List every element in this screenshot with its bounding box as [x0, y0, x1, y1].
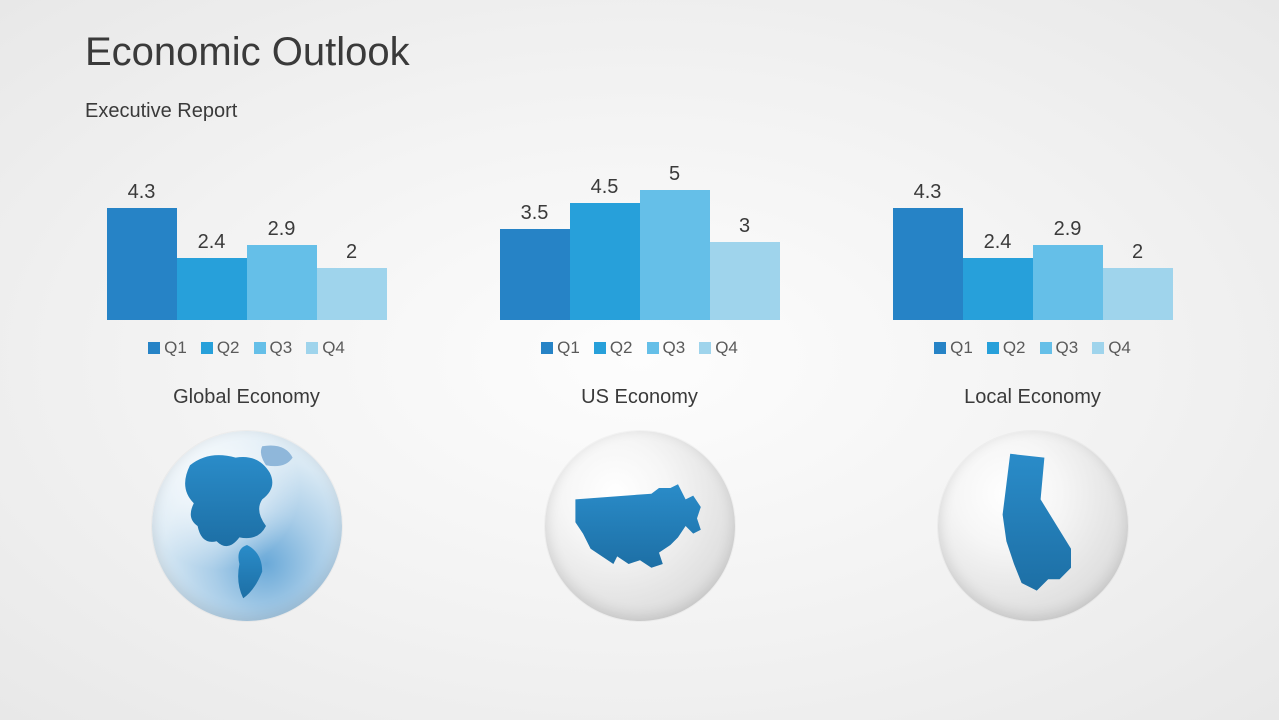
bar-value-label: 4.3 [914, 181, 942, 204]
bar-value-label: 3 [739, 215, 750, 238]
sphere-global [152, 431, 342, 621]
bar-value-label: 2.9 [268, 218, 296, 241]
bar-value-label: 2 [346, 241, 357, 264]
panel-label-us: US Economy [581, 386, 698, 409]
legend-item-q3: Q3 [254, 338, 293, 358]
bar-q4: 2 [1103, 160, 1173, 320]
bar-rect [500, 229, 570, 320]
bar-rect [963, 258, 1033, 320]
legend-item-q1: Q1 [541, 338, 580, 358]
legend-item-q4: Q4 [699, 338, 738, 358]
bar-value-label: 3.5 [521, 202, 549, 225]
legend-item-q1: Q1 [148, 338, 187, 358]
legend-item-q2: Q2 [594, 338, 633, 358]
bar-rect [107, 208, 177, 320]
panel-us: 3.5 4.5 5 3 Q1 Q2 Q3 Q [470, 160, 810, 621]
bar-q1: 4.3 [107, 160, 177, 320]
page-title: Economic Outlook [85, 30, 410, 75]
bar-q1: 3.5 [500, 160, 570, 320]
legend-global: Q1 Q2 Q3 Q4 [148, 338, 345, 358]
chart-us: 3.5 4.5 5 3 [490, 160, 790, 320]
sphere-local [938, 431, 1128, 621]
bar-q2: 4.5 [570, 160, 640, 320]
legend-item-q4: Q4 [306, 338, 345, 358]
legend-item-q3: Q3 [1040, 338, 1079, 358]
legend-item-q1: Q1 [934, 338, 973, 358]
bar-q3: 2.9 [247, 160, 317, 320]
legend-local: Q1 Q2 Q3 Q4 [934, 338, 1131, 358]
bar-rect [1103, 268, 1173, 320]
bar-rect [177, 258, 247, 320]
bar-rect [1033, 245, 1103, 320]
panel-local: 4.3 2.4 2.9 2 Q1 Q2 Q3 [863, 160, 1203, 621]
legend-item-q3: Q3 [647, 338, 686, 358]
bar-q3: 2.9 [1033, 160, 1103, 320]
bar-value-label: 2.4 [198, 231, 226, 254]
bar-rect [893, 208, 963, 320]
page-subtitle: Executive Report [85, 100, 237, 123]
bar-value-label: 4.5 [591, 176, 619, 199]
bar-q4: 2 [317, 160, 387, 320]
bar-value-label: 2 [1132, 241, 1143, 264]
globe-icon [152, 431, 342, 621]
panel-global: 4.3 2.4 2.9 2 Q1 Q2 Q3 [77, 160, 417, 621]
bar-rect [640, 190, 710, 320]
panels-row: 4.3 2.4 2.9 2 Q1 Q2 Q3 [0, 160, 1279, 621]
legend-item-q4: Q4 [1092, 338, 1131, 358]
chart-global: 4.3 2.4 2.9 2 [97, 160, 397, 320]
sphere-us [545, 431, 735, 621]
panel-label-local: Local Economy [964, 386, 1101, 409]
bar-q3: 5 [640, 160, 710, 320]
bar-value-label: 5 [669, 163, 680, 186]
usa-map-icon [545, 431, 735, 621]
legend-item-q2: Q2 [987, 338, 1026, 358]
bar-rect [710, 242, 780, 320]
bar-q2: 2.4 [963, 160, 1033, 320]
bar-value-label: 2.4 [984, 231, 1012, 254]
panel-label-global: Global Economy [173, 386, 320, 409]
bar-q2: 2.4 [177, 160, 247, 320]
bar-value-label: 2.9 [1054, 218, 1082, 241]
bar-rect [570, 203, 640, 320]
bar-rect [317, 268, 387, 320]
bar-q4: 3 [710, 160, 780, 320]
california-icon [938, 431, 1128, 621]
bar-q1: 4.3 [893, 160, 963, 320]
bar-value-label: 4.3 [128, 181, 156, 204]
legend-item-q2: Q2 [201, 338, 240, 358]
legend-us: Q1 Q2 Q3 Q4 [541, 338, 738, 358]
chart-local: 4.3 2.4 2.9 2 [883, 160, 1183, 320]
bar-rect [247, 245, 317, 320]
